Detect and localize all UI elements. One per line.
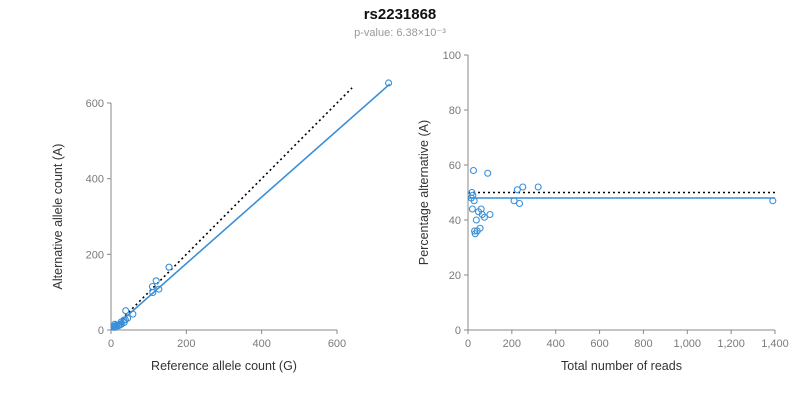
y-tick-label: 200 xyxy=(86,249,104,261)
chart-header: rs2231868 p-value: 6.38×10⁻³ xyxy=(0,6,800,39)
x-tick-label: 1,400 xyxy=(761,338,789,350)
data-point xyxy=(472,216,480,224)
x-tick-label: 400 xyxy=(252,338,270,350)
x-tick-label: 600 xyxy=(328,338,346,350)
x-tick-label: 200 xyxy=(503,338,521,350)
x-tick-label: 0 xyxy=(465,338,471,350)
data-point xyxy=(148,282,156,291)
x-tick-label: 400 xyxy=(547,338,565,350)
y-tick-label: 0 xyxy=(455,325,461,337)
data-point xyxy=(476,224,484,232)
data-point xyxy=(534,183,542,191)
y-tick-label: 60 xyxy=(449,160,461,172)
x-tick-label: 1,200 xyxy=(717,338,745,350)
data-point xyxy=(155,285,163,293)
chart-subtitle: p-value: 6.38×10⁻³ xyxy=(354,27,446,39)
y-axis-title: Alternative allele count (A) xyxy=(51,144,65,290)
y-tick-label: 40 xyxy=(449,215,461,227)
data-point xyxy=(515,199,524,208)
x-tick-label: 200 xyxy=(177,338,195,350)
data-point xyxy=(122,307,130,315)
data-point xyxy=(152,277,160,285)
y-tick-label: 100 xyxy=(443,50,461,62)
x-tick-label: 1,000 xyxy=(674,338,702,350)
fit-line xyxy=(110,83,391,331)
x-tick-label: 0 xyxy=(108,338,114,350)
y-axis-title: Percentage alternative (A) xyxy=(417,120,431,265)
y-tick-label: 0 xyxy=(98,325,104,337)
data-point xyxy=(519,183,527,191)
x-tick-label: 800 xyxy=(634,338,652,350)
allele-count-scatter-plot: 0 200 400 600 Reference allele count (G) 0 200… xyxy=(51,79,393,373)
data-point xyxy=(385,79,393,87)
x-tick-label: 600 xyxy=(590,338,608,350)
y-tick-label: 80 xyxy=(449,105,461,117)
data-point xyxy=(470,197,478,205)
data-point xyxy=(469,166,478,175)
y-tick-label: 400 xyxy=(86,174,104,186)
data-point xyxy=(480,213,488,221)
chart-title: rs2231868 xyxy=(363,6,437,23)
x-axis-title: Total number of reads xyxy=(561,359,682,373)
data-point xyxy=(510,197,518,205)
data-point xyxy=(124,314,132,322)
data-point xyxy=(468,205,476,213)
y-tick-label: 600 xyxy=(86,98,104,110)
data-point xyxy=(769,197,777,205)
data-point xyxy=(165,263,173,271)
data-point xyxy=(471,227,479,235)
x-axis-title: Reference allele count (G) xyxy=(151,359,297,373)
identity-line xyxy=(110,87,353,331)
data-point xyxy=(484,169,492,177)
data-point xyxy=(513,186,521,194)
data-point xyxy=(486,210,494,219)
y-tick-label: 20 xyxy=(449,270,461,282)
data-point xyxy=(129,310,137,318)
